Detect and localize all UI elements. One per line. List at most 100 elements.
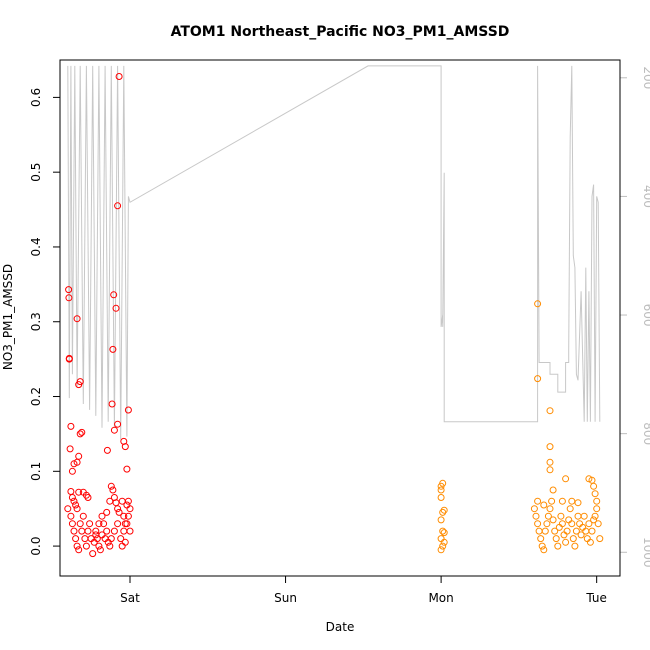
data-point-series-1 (100, 520, 108, 528)
data-point-series-2 (439, 542, 447, 550)
data-point-series-1 (106, 497, 114, 505)
data-point-series-2 (437, 516, 445, 524)
data-point-series-2 (585, 520, 593, 528)
data-point-series-1 (103, 508, 111, 516)
data-point-series-1 (92, 531, 100, 539)
data-point-series-1 (121, 538, 129, 546)
data-point-series-2 (534, 497, 542, 505)
data-point-series-1 (115, 508, 123, 516)
data-point-series-2 (558, 520, 566, 528)
data-point-series-1 (75, 452, 83, 460)
data-point-series-2 (594, 520, 602, 528)
y-tick-label: 0.5 (29, 163, 43, 182)
data-point-series-1 (72, 535, 80, 543)
data-point-series-2 (590, 482, 598, 490)
data-point-series-1 (67, 422, 75, 430)
data-point-series-1 (89, 550, 97, 558)
data-point-series-1 (68, 467, 76, 475)
data-point-series-1 (66, 445, 74, 453)
data-point-series-1 (124, 497, 132, 505)
data-point-series-1 (75, 488, 83, 496)
data-point-series-1 (114, 505, 122, 513)
data-point-series-2 (534, 520, 542, 528)
data-point-series-2 (577, 531, 585, 539)
data-point-series-1 (82, 542, 90, 550)
data-point-series-1 (75, 546, 83, 554)
data-point-series-1 (114, 520, 122, 528)
data-point-series-1 (65, 354, 73, 362)
data-point-series-2 (543, 520, 551, 528)
data-point-series-1 (108, 400, 116, 408)
data-point-series-2 (437, 546, 445, 554)
data-point-series-2 (549, 486, 557, 494)
data-point-series-2 (437, 494, 445, 501)
data-point-series-2 (546, 505, 554, 513)
data-point-series-1 (103, 446, 111, 454)
y-tick-label: 0.0 (29, 537, 43, 556)
data-point-series-1 (110, 527, 118, 535)
data-point-series-2 (538, 542, 546, 550)
x-tick-label: Sat (120, 591, 140, 605)
data-point-series-1 (78, 428, 86, 436)
data-point-series-2 (540, 501, 548, 509)
data-point-series-1 (96, 546, 104, 554)
data-point-series-2 (537, 535, 545, 543)
data-point-series-2 (532, 512, 540, 520)
data-point-series-1 (117, 535, 125, 543)
y2-tick-label: 400 (641, 185, 650, 208)
data-point-series-2 (439, 479, 447, 487)
data-point-series-1 (76, 520, 84, 528)
data-point-series-2 (440, 529, 448, 537)
data-point-series-1 (124, 512, 132, 520)
y-tick-label: 0.2 (29, 387, 43, 406)
plot-frame (59, 59, 621, 577)
scatter-points (64, 73, 604, 558)
data-point-series-2 (439, 527, 447, 535)
data-point-series-2 (558, 497, 566, 505)
y-axis-label: NO3_PM1_AMSSD (1, 264, 15, 370)
data-point-series-1 (107, 535, 115, 543)
data-point-series-1 (110, 426, 118, 434)
data-point-series-1 (109, 345, 117, 353)
y2-tick-label: 200 (641, 66, 650, 89)
data-point-series-1 (109, 486, 117, 494)
y2-tick-label: 800 (641, 422, 650, 445)
data-point-series-2 (588, 527, 596, 535)
chart-title: ATOM1 Northeast_Pacific NO3_PM1_AMSSD (171, 24, 510, 40)
data-point-series-2 (557, 512, 565, 520)
y-tick-label: 0.4 (29, 237, 43, 256)
data-point-series-1 (64, 505, 72, 513)
data-point-series-2 (541, 527, 549, 535)
data-point-series-2 (568, 520, 576, 528)
data-point-series-1 (70, 527, 78, 535)
data-point-series-2 (572, 527, 580, 535)
right-axis-line-series (67, 65, 601, 440)
data-point-series-2 (586, 538, 594, 546)
data-point-series-1 (121, 520, 129, 528)
data-point-series-1 (95, 542, 103, 550)
data-point-series-1 (68, 520, 76, 528)
data-point-series-1 (110, 291, 118, 299)
data-point-series-1 (72, 501, 80, 509)
data-point-series-1 (121, 443, 129, 451)
data-point-series-1 (114, 420, 122, 428)
data-point-series-1 (124, 406, 132, 414)
data-point-series-2 (580, 512, 588, 520)
data-point-series-1 (73, 315, 81, 323)
data-point-series-2 (591, 490, 599, 498)
y-tick-label: 0.1 (29, 462, 43, 481)
data-point-series-2 (590, 516, 598, 524)
x-tick-label: Sun (274, 591, 297, 605)
data-point-series-1 (123, 465, 131, 473)
data-point-series-2 (540, 546, 548, 554)
data-point-series-2 (534, 300, 542, 308)
data-point-series-1 (73, 542, 81, 550)
y-tick-label: 0.3 (29, 312, 43, 331)
data-point-series-2 (574, 499, 582, 507)
data-point-series-2 (562, 538, 570, 546)
x-axis-label: Date (326, 620, 355, 634)
data-point-series-2 (437, 486, 445, 494)
data-point-series-1 (76, 378, 84, 386)
